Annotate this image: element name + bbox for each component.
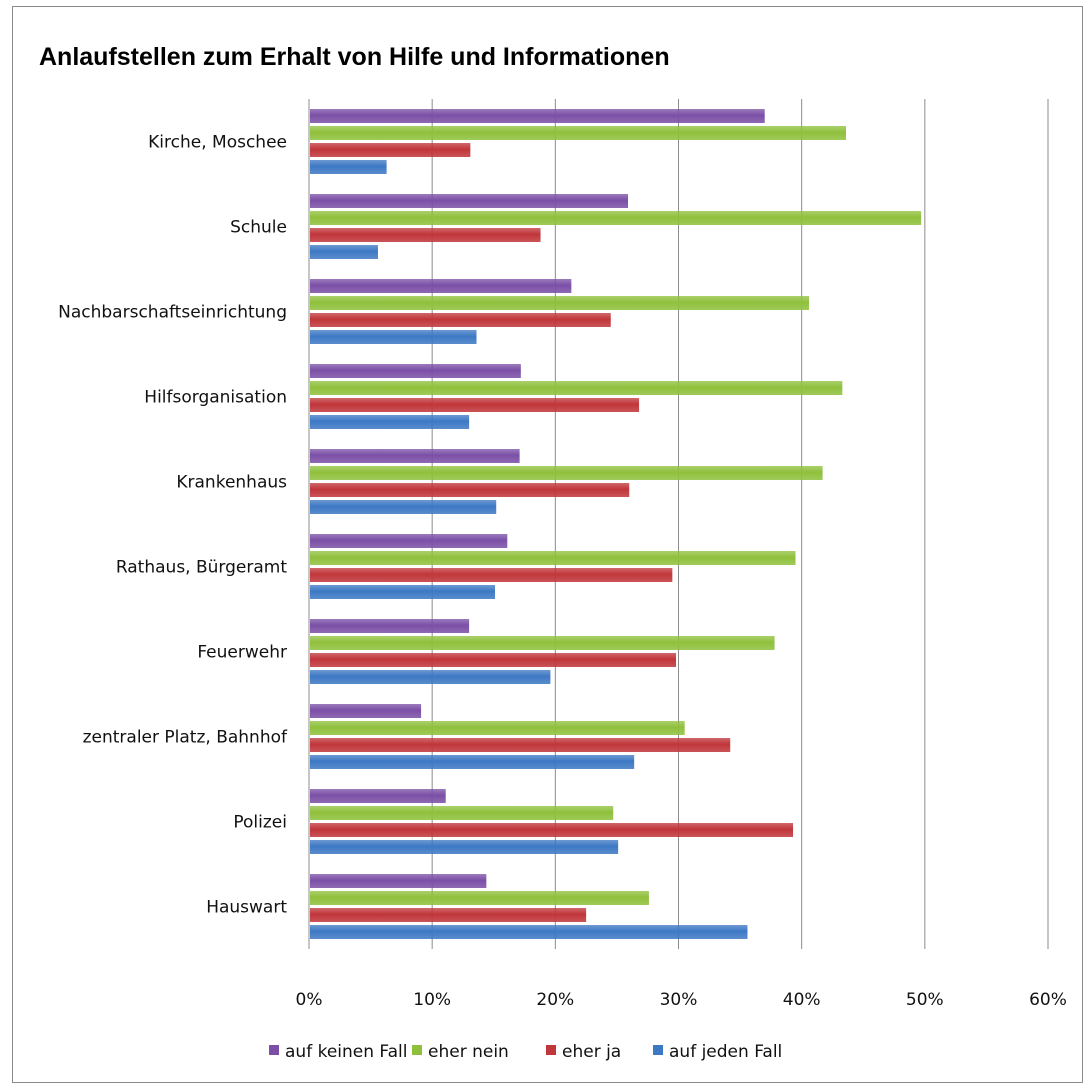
x-tick-label: 30%: [660, 990, 698, 1010]
category-label: Kirche, Moschee: [148, 133, 287, 153]
x-tick-label: 40%: [783, 990, 821, 1010]
bar-rathaus-bürgeramt-eher-ja: [310, 568, 673, 582]
category-label: Hauswart: [206, 898, 287, 918]
category-label: Schule: [230, 218, 287, 238]
bar-feuerwehr-eher-ja: [310, 653, 677, 667]
bar-hauswart-eher-ja: [310, 908, 587, 922]
legend-swatch-eher-ja: [546, 1045, 556, 1055]
bar-kirche-moschee-auf-jeden-fall: [310, 160, 387, 174]
bar-schule-auf-keinen-fall: [310, 194, 629, 208]
x-tick-label: 10%: [413, 990, 451, 1010]
bar-zentraler-platz-bahnhof-eher-nein: [310, 721, 685, 735]
bar-hilfsorganisation-auf-keinen-fall: [310, 364, 521, 378]
category-label: Krankenhaus: [176, 473, 287, 493]
bar-krankenhaus-eher-ja: [310, 483, 630, 497]
bar-rathaus-bürgeramt-eher-nein: [310, 551, 796, 565]
bar-hauswart-auf-keinen-fall: [310, 874, 487, 888]
bar-polizei-auf-keinen-fall: [310, 789, 446, 803]
bar-zentraler-platz-bahnhof-auf-keinen-fall: [310, 704, 422, 718]
bar-feuerwehr-auf-keinen-fall: [310, 619, 470, 633]
bar-feuerwehr-eher-nein: [310, 636, 775, 650]
bar-polizei-auf-jeden-fall: [310, 840, 619, 854]
bar-kirche-moschee-eher-ja: [310, 143, 471, 157]
legend: auf keinen Fall eher nein eher ja auf jeden…: [269, 1042, 782, 1062]
category-label: Hilfsorganisation: [144, 388, 287, 408]
category-labels: Kirche, Moschee Schule Nachbarschaftseinri…: [58, 133, 288, 918]
bar-kirche-moschee-auf-keinen-fall: [310, 109, 765, 123]
bar-hilfsorganisation-eher-ja: [310, 398, 640, 412]
bar-hauswart-auf-jeden-fall: [310, 925, 748, 939]
bar-polizei-eher-nein: [310, 806, 614, 820]
legend-label-auf-jeden-fall: auf jeden Fall: [669, 1042, 782, 1062]
category-label: Feuerwehr: [197, 643, 287, 663]
legend-swatch-auf-keinen-fall: [269, 1045, 279, 1055]
bar-hilfsorganisation-eher-nein: [310, 381, 843, 395]
bar-krankenhaus-auf-jeden-fall: [310, 500, 497, 514]
bar-kirche-moschee-eher-nein: [310, 126, 847, 140]
x-tick-label: 60%: [1029, 990, 1067, 1010]
bar-schule-auf-jeden-fall: [310, 245, 378, 259]
x-tick-label: 20%: [536, 990, 574, 1010]
bar-polizei-eher-ja: [310, 823, 794, 837]
legend-swatch-eher-nein: [412, 1045, 422, 1055]
bar-krankenhaus-eher-nein: [310, 466, 823, 480]
bar-krankenhaus-auf-keinen-fall: [310, 449, 520, 463]
legend-label-eher-ja: eher ja: [562, 1042, 621, 1062]
bar-rathaus-bürgeramt-auf-jeden-fall: [310, 585, 495, 599]
bar-zentraler-platz-bahnhof-eher-ja: [310, 738, 731, 752]
category-label: Rathaus, Bürgeramt: [116, 558, 287, 578]
bar-nachbarschaftseinrichtung-auf-keinen-fall: [310, 279, 572, 293]
bar-schule-eher-nein: [310, 211, 922, 225]
legend-label-eher-nein: eher nein: [428, 1042, 509, 1062]
category-label: Polizei: [233, 813, 287, 833]
bar-rathaus-bürgeramt-auf-keinen-fall: [310, 534, 508, 548]
x-tick-labels: 0% 10% 20% 30% 40% 50% 60%: [296, 990, 1067, 1010]
bar-zentraler-platz-bahnhof-auf-jeden-fall: [310, 755, 635, 769]
bar-chart: Anlaufstellen zum Erhalt von Hilfe und I…: [39, 43, 1067, 1062]
bar-hilfsorganisation-auf-jeden-fall: [310, 415, 470, 429]
category-label: Nachbarschaftseinrichtung: [58, 303, 287, 323]
bar-hauswart-eher-nein: [310, 891, 649, 905]
bar-nachbarschaftseinrichtung-auf-jeden-fall: [310, 330, 477, 344]
chart-title: Anlaufstellen zum Erhalt von Hilfe und I…: [39, 43, 670, 71]
bar-schule-eher-ja: [310, 228, 541, 242]
chart-frame: Anlaufstellen zum Erhalt von Hilfe und I…: [12, 6, 1083, 1083]
legend-label-auf-keinen-fall: auf keinen Fall: [285, 1042, 408, 1062]
x-tick-label: 0%: [296, 990, 323, 1010]
bar-nachbarschaftseinrichtung-eher-nein: [310, 296, 810, 310]
bars: [310, 109, 922, 939]
x-tick-label: 50%: [906, 990, 944, 1010]
category-label: zentraler Platz, Bahnhof: [83, 728, 288, 748]
gridlines: [431, 99, 1049, 949]
bar-nachbarschaftseinrichtung-eher-ja: [310, 313, 611, 327]
legend-swatch-auf-jeden-fall: [653, 1045, 663, 1055]
bar-feuerwehr-auf-jeden-fall: [310, 670, 551, 684]
